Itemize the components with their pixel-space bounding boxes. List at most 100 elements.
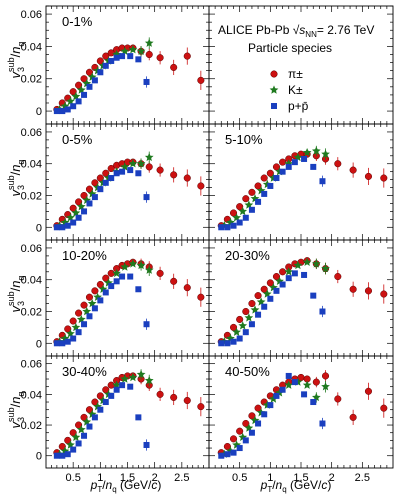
x-tick-label: 2.5 [174, 472, 189, 484]
x-tick-label: 2.5 [355, 472, 370, 484]
data-point [71, 432, 81, 441]
data-point [120, 162, 130, 171]
data-point [170, 63, 178, 71]
data-point [279, 281, 286, 288]
panel-title: 10-20% [62, 248, 107, 263]
data-point [70, 446, 77, 453]
data-point [97, 406, 104, 413]
series-square [53, 273, 150, 347]
x-tick-label: 1 [97, 472, 103, 484]
x-tick-label: 2 [329, 472, 335, 484]
data-point [143, 78, 150, 85]
data-point [255, 311, 262, 318]
data-point [302, 257, 312, 266]
data-point [261, 411, 268, 418]
x-tick-label: 1 [267, 472, 273, 484]
data-point [267, 182, 274, 189]
data-point [70, 335, 77, 342]
data-point [76, 202, 86, 211]
data-point [302, 380, 312, 389]
data-point [120, 262, 130, 271]
data-point [64, 451, 71, 458]
data-point [349, 413, 357, 421]
data-point [113, 386, 120, 393]
legend-items: π± K± p+p̄ [269, 67, 309, 113]
data-point [334, 272, 342, 281]
data-point [144, 265, 154, 274]
data-point [71, 322, 81, 332]
data-point [120, 46, 130, 55]
data-point [113, 54, 120, 61]
y-tick-label: 0 [36, 451, 42, 463]
data-point [86, 423, 93, 430]
series-circle [53, 258, 205, 346]
data-point [143, 194, 150, 201]
data-point [119, 382, 126, 389]
data-point [66, 329, 75, 338]
data-point [112, 268, 121, 278]
data-point [87, 299, 97, 308]
data-point [102, 62, 109, 69]
data-point [230, 449, 237, 456]
data-point [291, 159, 298, 166]
data-point [244, 200, 254, 209]
series-circle [53, 372, 205, 457]
data-point [262, 289, 272, 298]
panel-grid: 0 0.02 0.04 0.06 0-1% 0 0.02 0.04 0.06 0-5% 5-10% 0… [21, 5, 394, 484]
data-point [254, 292, 262, 300]
data-point [319, 420, 326, 427]
data-point [170, 277, 178, 285]
data-point [53, 340, 60, 347]
data-point [279, 158, 287, 166]
y-tick-label: 0.06 [21, 243, 42, 255]
data-point [267, 402, 274, 409]
data-point [156, 390, 164, 398]
panel-title: 30-40% [62, 364, 107, 379]
y-tick-label: 0.02 [21, 307, 42, 319]
data-point [135, 286, 142, 293]
data-point [119, 273, 126, 280]
data-point [380, 290, 388, 298]
data-point [291, 270, 298, 277]
data-point [59, 108, 66, 115]
data-point [261, 190, 268, 197]
series-square [53, 167, 150, 231]
panel-title: 5-10% [225, 132, 263, 147]
data-point [248, 188, 256, 196]
y-tick-label: 0.02 [21, 191, 42, 203]
y-tick-label: 0.06 [21, 9, 42, 21]
data-point [136, 260, 146, 270]
series-star [220, 257, 330, 346]
data-point [128, 372, 138, 382]
data-point [248, 300, 256, 308]
y-tick-label: 0.06 [21, 127, 42, 139]
data-point [197, 293, 205, 301]
data-point [242, 214, 249, 221]
data-point [80, 301, 88, 309]
data-point [128, 159, 138, 168]
series-star [220, 145, 330, 230]
data-point [69, 317, 77, 325]
data-point [91, 414, 98, 421]
data-point [145, 50, 153, 59]
data-point [312, 146, 321, 155]
x-tick-label: 0.5 [66, 472, 81, 484]
y-tick-label: 0.02 [21, 420, 42, 432]
data-point [310, 163, 317, 170]
data-point [236, 445, 243, 452]
data-point [64, 222, 71, 229]
data-point [143, 441, 150, 448]
data-point [102, 399, 109, 406]
data-point [319, 308, 326, 315]
data-point [260, 174, 268, 182]
data-point [97, 297, 104, 304]
data-point [128, 45, 138, 54]
data-point [261, 303, 268, 310]
data-point [91, 194, 98, 201]
y-tick-label: 0.04 [21, 41, 42, 53]
data-point [86, 83, 93, 90]
data-point [144, 38, 154, 47]
data-point [59, 224, 66, 231]
data-point [279, 168, 286, 175]
